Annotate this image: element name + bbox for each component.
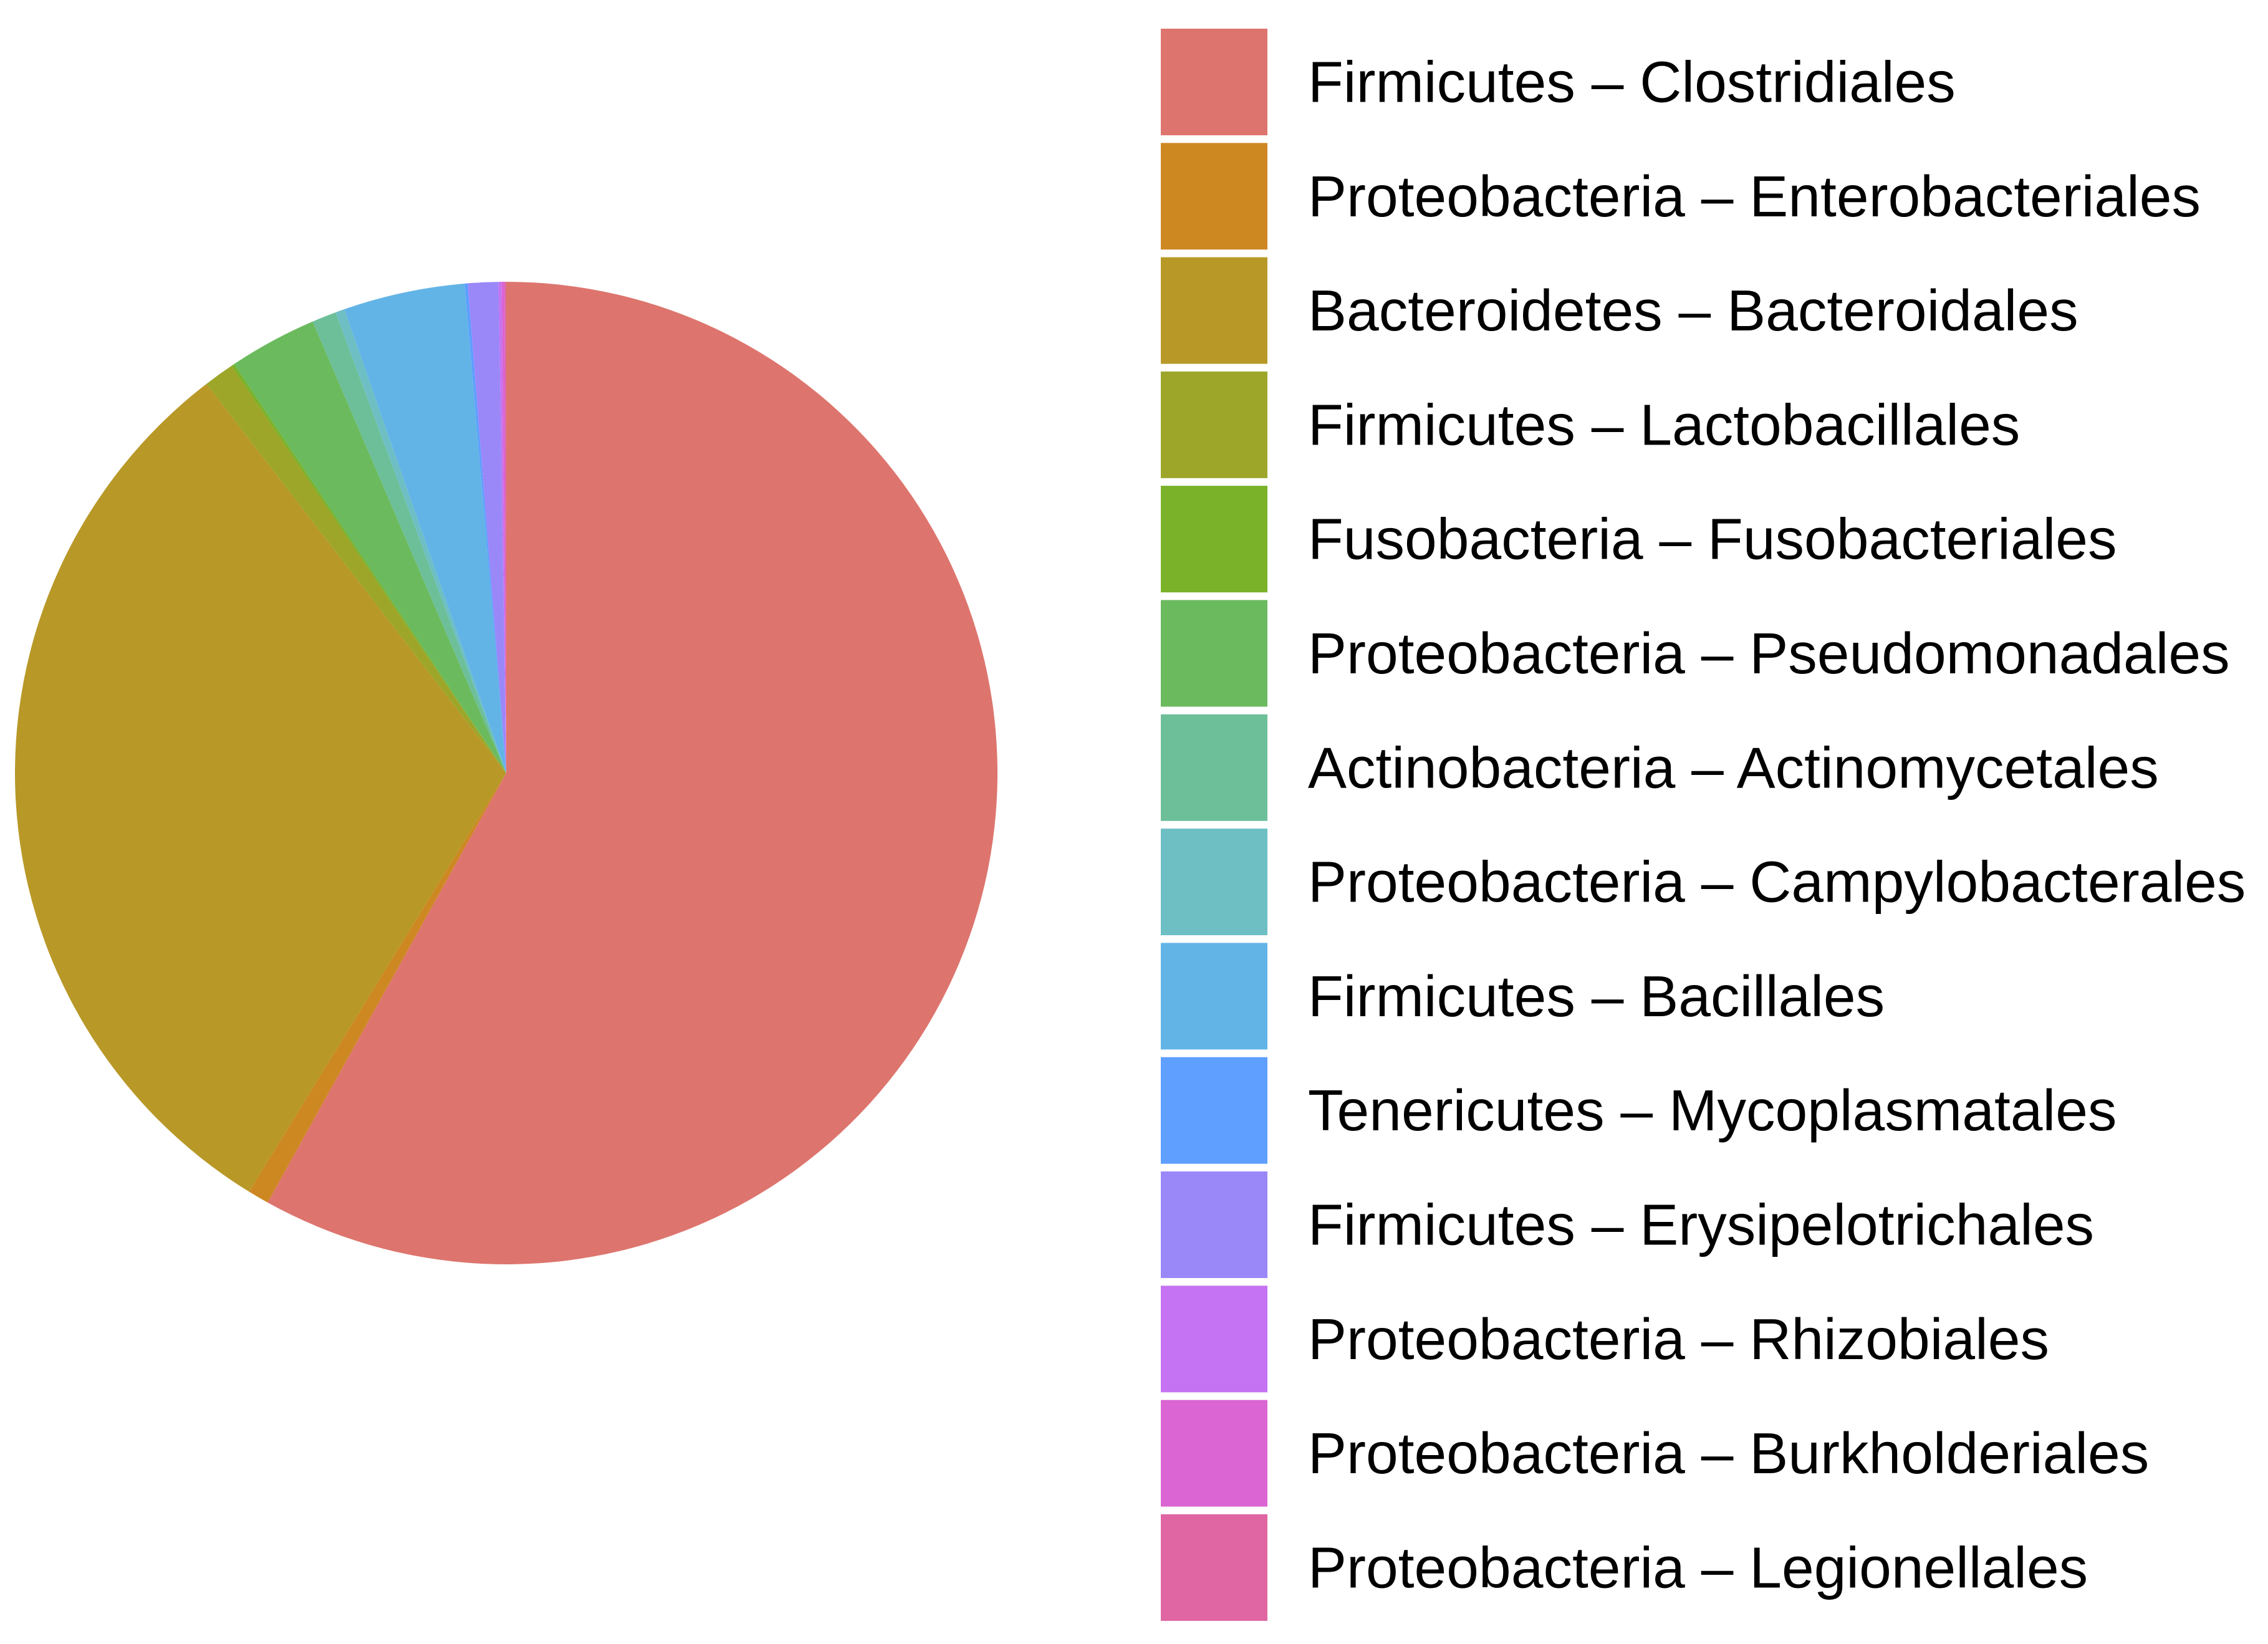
legend-key-5: [1161, 600, 1267, 707]
legend-label-12: Proteobacteria – Burkholderiales: [1308, 1421, 2149, 1486]
pie-slice-8: [344, 283, 506, 774]
pie-slices: [14, 281, 997, 1265]
pie-slice-13: [504, 281, 506, 774]
pie-slice-3: [206, 365, 506, 773]
pie-slice-7: [335, 309, 506, 773]
legend-label-9: Tenericutes – Mycoplasmatales: [1308, 1078, 2117, 1143]
pie-slice-5: [234, 321, 506, 773]
legend-label-11: Proteobacteria – Rhizobiales: [1308, 1307, 2049, 1372]
legend-key-1: [1161, 143, 1267, 250]
legend-label-4: Fusobacteria – Fusobacteriales: [1308, 507, 2117, 572]
pie-slice-1: [249, 773, 506, 1203]
legend-label-6: Actinobacteria – Actinomycetales: [1308, 735, 2159, 800]
pie-slice-9: [464, 283, 506, 773]
legend-label-8: Firmicutes – Bacillales: [1308, 964, 1885, 1029]
legend-label-1: Proteobacteria – Enterobacteriales: [1308, 164, 2201, 229]
pie-slice-12: [501, 282, 506, 773]
legend-key-13: [1161, 1514, 1267, 1621]
legend-key-11: [1161, 1286, 1267, 1393]
legend-key-7: [1161, 829, 1267, 936]
legend-label-13: Proteobacteria – Legionellales: [1308, 1535, 2088, 1600]
legend-label-2: Bacteroidetes – Bacteroidales: [1308, 278, 2078, 343]
legend: Firmicutes – Clostridiales Proteobacteria…: [1161, 29, 2246, 1621]
pie-slice-0: [267, 282, 997, 1265]
legend-label-5: Proteobacteria – Pseudomonadales: [1308, 621, 2230, 686]
pie-slice-2: [14, 383, 506, 1192]
legend-key-10: [1161, 1171, 1267, 1278]
pie-slice-4: [231, 363, 506, 773]
legend-label-7: Proteobacteria – Campylobacterales: [1308, 850, 2246, 915]
legend-label-3: Firmicutes – Lactobacillales: [1308, 392, 2020, 457]
legend-key-8: [1161, 943, 1267, 1050]
legend-key-9: [1161, 1057, 1267, 1164]
legend-key-4: [1161, 486, 1267, 593]
pie-slice-11: [498, 282, 506, 773]
legend-key-3: [1161, 371, 1267, 478]
pie-slice-6: [312, 312, 506, 774]
legend-label-0: Firmicutes – Clostridiales: [1308, 50, 1956, 115]
pie-slice-10: [468, 282, 506, 774]
legend-key-6: [1161, 714, 1267, 821]
legend-key-0: [1161, 29, 1267, 135]
legend-label-10: Firmicutes – Erysipelotrichales: [1308, 1193, 2094, 1257]
legend-key-12: [1161, 1400, 1267, 1507]
legend-key-2: [1161, 257, 1267, 364]
